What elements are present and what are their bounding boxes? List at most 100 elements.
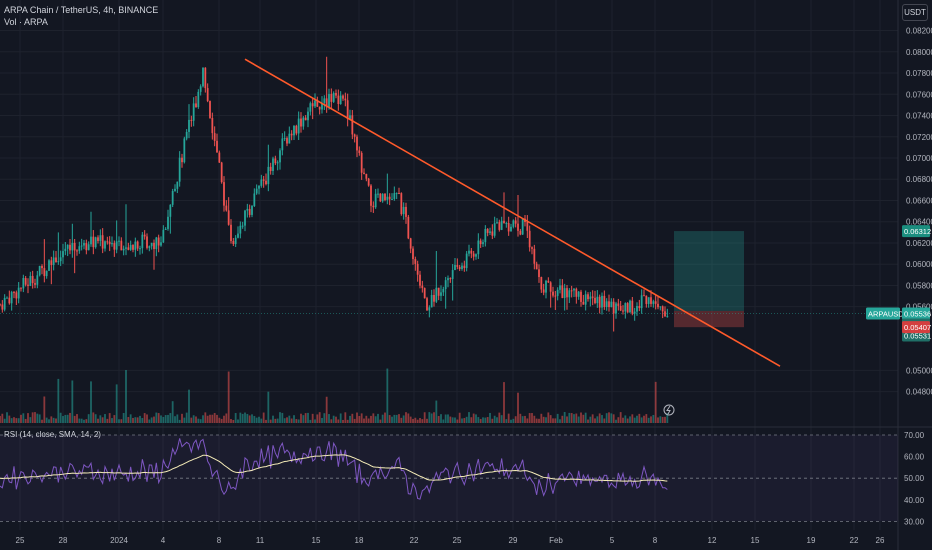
candle-body xyxy=(472,253,475,257)
rsi-axis[interactable]: 70.00 60.00 50.00 40.00 30.00 xyxy=(904,431,925,526)
candle-body xyxy=(615,303,617,314)
volume-bar xyxy=(615,419,617,423)
volume-bar xyxy=(10,418,13,423)
candle-body xyxy=(314,100,316,107)
candle-body xyxy=(421,285,424,289)
rsi-legend[interactable]: RSI (14, close, SMA, 14, 2) xyxy=(4,430,101,439)
volume-bar xyxy=(267,391,270,423)
candle-body xyxy=(293,125,295,136)
position-profit-zone[interactable] xyxy=(674,231,744,311)
candle-body xyxy=(174,188,176,192)
candle-body xyxy=(283,138,286,140)
volume-bar xyxy=(643,415,645,423)
candle-body xyxy=(24,277,27,285)
candle-body xyxy=(92,236,95,248)
volume-bar xyxy=(582,414,585,423)
volume-bar xyxy=(512,418,515,423)
volume-bar xyxy=(535,418,538,423)
volume-bar xyxy=(262,412,265,423)
volume-bar xyxy=(447,414,449,423)
volume-bar xyxy=(351,413,354,423)
volume-bar xyxy=(80,418,83,423)
candle-body xyxy=(160,242,162,246)
volume-bar xyxy=(115,384,118,423)
lightning-icon[interactable] xyxy=(663,404,675,416)
candle-body xyxy=(27,284,29,286)
candle-body xyxy=(358,150,361,153)
candle-body xyxy=(598,296,601,308)
candle-body xyxy=(617,303,620,306)
candle-body xyxy=(318,106,321,110)
candle-body xyxy=(664,311,666,317)
long-position-tool[interactable] xyxy=(674,231,744,328)
time-tick-label: Feb xyxy=(549,536,563,545)
volume-bar xyxy=(13,417,15,423)
volume-bar xyxy=(155,412,158,423)
candle-body xyxy=(108,241,111,245)
candle-body xyxy=(622,310,624,312)
price-tick-label: 0.04800 xyxy=(906,388,932,397)
time-tick-label: 22 xyxy=(850,536,859,545)
candle-body xyxy=(575,288,578,297)
volume-bar xyxy=(171,401,174,423)
volume-bar xyxy=(164,415,167,423)
candle-body xyxy=(577,291,580,297)
time-tick-label: 29 xyxy=(509,536,518,545)
volume-bar xyxy=(174,416,176,423)
volume-bar xyxy=(48,419,50,423)
volume-bar xyxy=(442,419,445,423)
candle-body xyxy=(85,243,88,251)
volume-bar xyxy=(426,418,428,423)
chart-legend: ARPA Chain / TetherUS, 4h, BINANCE Vol ·… xyxy=(4,4,158,28)
volume-bar xyxy=(43,396,46,423)
candle-body xyxy=(73,242,76,251)
candle-body xyxy=(52,257,55,266)
candle-body xyxy=(71,242,74,251)
candle-body xyxy=(479,240,482,245)
volume-bar xyxy=(421,419,424,423)
volume-bar xyxy=(601,415,603,423)
volume-bar xyxy=(395,414,398,423)
candle-body xyxy=(545,280,547,293)
candle-body xyxy=(363,172,365,174)
candle-body xyxy=(365,173,368,179)
time-tick-label: 25 xyxy=(453,536,462,545)
volume-bar xyxy=(342,419,344,423)
volume-bar xyxy=(346,419,349,423)
descending-trendline[interactable] xyxy=(244,58,781,367)
volume-bar xyxy=(545,417,547,423)
time-axis[interactable]: 25 28 2024 4 8 11 15 18 22 25 29 Feb 5 8 12 15 19 22 26 xyxy=(16,536,885,545)
volume-bar xyxy=(99,415,102,423)
candle-body xyxy=(582,301,585,305)
volume-bar xyxy=(552,418,554,423)
symbol-title[interactable]: ARPA Chain / TetherUS, 4h, BINANCE xyxy=(4,5,159,15)
volume-bar xyxy=(498,412,501,423)
volume-bar xyxy=(505,419,508,423)
candle-body xyxy=(262,179,265,181)
volume-bar xyxy=(624,415,627,423)
last-price-tag: 0.05536 xyxy=(904,309,931,318)
volume-bar xyxy=(321,417,323,423)
candle-body xyxy=(253,193,256,207)
candle-body xyxy=(272,158,274,171)
volume-bar xyxy=(328,414,330,423)
volume-bar xyxy=(148,419,151,423)
volume-legend[interactable]: Vol · ARPA xyxy=(4,17,48,27)
volume-bar xyxy=(125,370,127,423)
currency-button[interactable]: USDT xyxy=(902,4,928,21)
candle-body xyxy=(458,266,461,270)
volume-bar xyxy=(181,413,183,423)
candle-body xyxy=(157,237,160,246)
volume-bar xyxy=(610,413,613,423)
volume-bar xyxy=(353,418,356,423)
volume-bar xyxy=(281,412,284,423)
volume-bar xyxy=(363,418,365,423)
volume-bar xyxy=(449,416,452,423)
candle-body xyxy=(570,290,573,292)
candle-body xyxy=(370,185,372,206)
volume-bar xyxy=(122,413,125,423)
candle-body xyxy=(433,294,435,302)
